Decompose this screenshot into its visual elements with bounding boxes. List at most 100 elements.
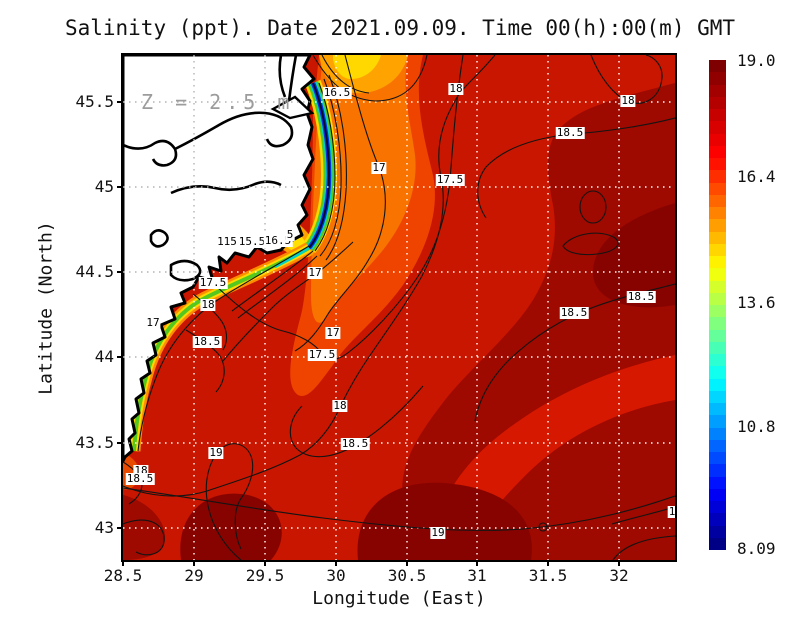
x-tick-mark [335,560,337,566]
colorbar [709,60,726,550]
colorbar-swatch [709,305,726,318]
colorbar-swatch [709,231,726,244]
contour-label: 18.5 [340,437,370,450]
colorbar-swatch [709,219,726,232]
y-tick-label: 43.5 [75,433,114,452]
x-tick-label: 30.5 [387,566,427,585]
colorbar-swatch [709,354,726,367]
x-tick-mark [618,560,620,566]
x-tick-mark [476,560,478,566]
colorbar-swatch [709,292,726,305]
contour-label: 18 [332,399,348,412]
x-tick-mark [406,560,408,566]
y-tick-mark [117,101,123,103]
contour-label: 17 [145,316,161,329]
contour-label: 5 [285,228,295,241]
contour-label: 17 [307,266,323,279]
contour-label: 19 [208,446,224,459]
x-tick-label: 32 [609,566,629,585]
y-tick-mark [117,271,123,273]
colorbar-swatch [709,525,726,538]
colorbar-swatch [709,452,726,465]
colorbar-swatch [709,317,726,330]
colorbar-swatch [709,537,726,550]
colorbar-swatch [709,501,726,514]
x-tick-label: 30 [326,566,346,585]
contour-label: 17.5 [198,276,228,289]
x-tick-mark [122,560,124,566]
y-tick-label: 44 [94,347,114,366]
gridlines-sea [123,55,675,560]
colorbar-tick-label: 13.6 [737,292,776,312]
colorbar-swatch [709,170,726,183]
x-tick-mark [193,560,195,566]
x-tick-label: 29 [184,566,204,585]
contour-label: 18.5 [125,472,155,485]
y-tick-label: 45.5 [75,92,114,111]
colorbar-swatch [709,243,726,256]
colorbar-swatch [709,109,726,122]
colorbar-swatch [709,145,726,158]
y-tick-mark [117,527,123,529]
colorbar-swatch [709,182,726,195]
x-axis-title: Longitude (East) [312,588,486,609]
colorbar-swatch [709,464,726,477]
colorbar-swatch [709,476,726,489]
x-tick-label: 31.5 [528,566,568,585]
contour-label: 17 [325,326,341,339]
colorbar-swatch [709,390,726,403]
colorbar-swatch [709,158,726,171]
contour-label: 18 [200,298,216,311]
colorbar-swatch [709,366,726,379]
contour-label: 18 [620,94,636,107]
colorbar-swatch [709,329,726,342]
y-axis-title: Latitude (North) [35,221,57,395]
colorbar-swatch [709,280,726,293]
delta-lagoon-outlines [123,55,298,282]
colorbar-swatch [709,207,726,220]
colorbar-tick-label: 19.0 [737,51,776,70]
colorbar-swatch [709,121,726,134]
contour-label: 18.5 [559,306,589,319]
y-tick-mark [117,356,123,358]
x-tick-label: 31 [467,566,487,585]
contour-label: 17.5 [307,348,337,361]
colorbar-swatch [709,513,726,526]
colorbar-swatch [709,133,726,146]
colorbar-tick-label: 10.8 [737,417,776,437]
y-tick-label: 43 [94,518,114,537]
contour-label: 115 [216,235,238,248]
plot-title: Salinity (ppt). Date 2021.09.09. Time 00… [64,16,736,40]
colorbar-tick-label: 8.09 [737,539,776,558]
colorbar-swatch [709,378,726,391]
contour-label: 15.5 [237,235,267,248]
contour-label: 18.5 [192,335,222,348]
colorbar-swatch [709,84,726,97]
contour-label: 17.5 [435,173,465,186]
x-tick-mark [547,560,549,566]
land-coastline [123,55,316,463]
depth-annotation: Z = 2.5 m [141,90,295,114]
x-tick-label: 29.5 [245,566,285,585]
colorbar-swatch [709,439,726,452]
colorbar-swatch [709,60,726,73]
y-tick-label: 45 [94,177,114,196]
contour-label: 17 [371,161,387,174]
colorbar-swatch [709,415,726,428]
x-tick-mark [264,560,266,566]
salinity-map [123,55,675,560]
contour-label: 16.5 [322,86,352,99]
y-tick-label: 44.5 [75,262,114,281]
contour-label: 16.5 [263,234,293,247]
low-salinity-plume-bands [127,79,338,452]
colorbar-swatch [709,72,726,85]
contour-label-layer: 16.5 18 18 18.5 17 17.5 115 15.5 16.5 5 17 17.5 18 17… [123,55,675,560]
contour-label: 1 [667,505,675,518]
y-tick-mark [117,442,123,444]
colorbar-swatch [709,194,726,207]
colorbar-swatch [709,341,726,354]
colorbar-swatch [709,96,726,109]
colorbar-swatch [709,427,726,440]
contour-label: 18.5 [626,290,656,303]
